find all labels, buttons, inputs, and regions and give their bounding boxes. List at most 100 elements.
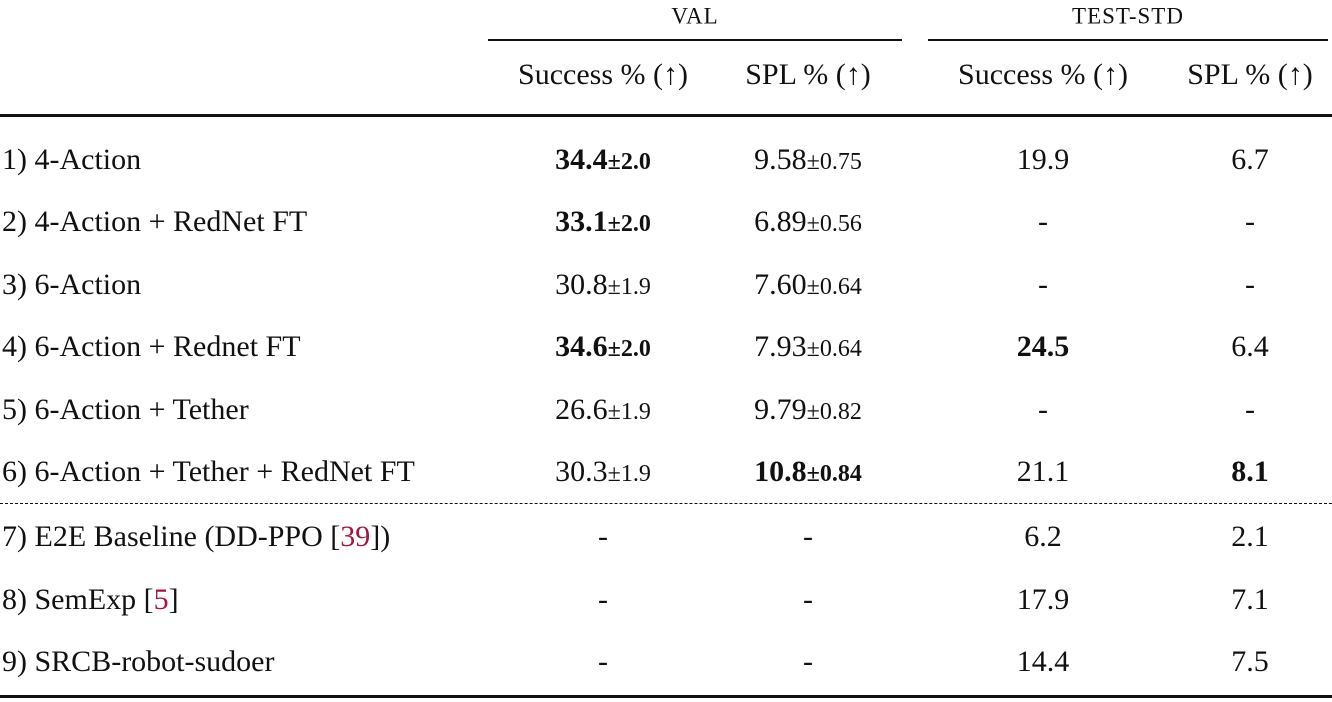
cell-value: - (803, 520, 813, 553)
cell: - (1245, 270, 1255, 300)
cell-value: 30.3 (555, 455, 608, 488)
cell-error: ±1.9 (607, 274, 651, 300)
top-rule (0, 114, 1332, 117)
cell-value: 8.1 (1231, 455, 1269, 488)
cell-value: 2.1 (1231, 520, 1269, 553)
label-text: 3) 6-Action (2, 268, 142, 301)
cell-value: 19.9 (1016, 143, 1070, 176)
cell-value: 34.6 (555, 330, 608, 363)
cell-value: - (1245, 268, 1255, 301)
cell: - (803, 647, 813, 677)
label-text: 5) 6-Action + Tether (2, 393, 249, 426)
cell: - (803, 585, 813, 615)
row-label: 5) 6-Action + Tether (2, 395, 249, 425)
cell-value: 6.2 (1024, 520, 1062, 553)
cell-error: ±2.0 (607, 149, 651, 175)
cell-value: 33.1 (555, 205, 608, 238)
cell-value: 10.8 (754, 455, 807, 488)
cell-value: - (598, 645, 608, 678)
row-label: 6) 6-Action + Tether + RedNet FT (2, 457, 415, 487)
row-label: 1) 4-Action (2, 145, 141, 175)
cell: - (803, 522, 813, 552)
cell-value: 6.7 (1231, 143, 1269, 176)
cell-error: ±2.0 (607, 336, 651, 362)
row-label: 8) SemExp [5] (2, 585, 179, 615)
label-text: 6) 6-Action + Tether + RedNet FT (2, 455, 415, 488)
cell: - (1245, 207, 1255, 237)
cell-error: ±1.9 (607, 399, 651, 425)
cell: 33.1±2.0 (555, 207, 651, 237)
label-text: 9) SRCB-robot-sudoer (2, 645, 275, 678)
cell-error: ±1.9 (607, 461, 651, 487)
cell: - (1038, 395, 1048, 425)
cell: 8.1 (1231, 457, 1269, 487)
cell-error: ±0.64 (806, 274, 862, 300)
cell-value: 14.4 (1016, 645, 1070, 678)
label-text: ] (168, 583, 179, 616)
cell-value: 34.4 (555, 143, 608, 176)
cell-value: - (1245, 205, 1255, 238)
label-text: ]) (370, 520, 391, 553)
cell: 24.5 (1017, 332, 1070, 362)
cell-error: ±0.82 (806, 399, 862, 425)
column-header: SPL % (↑) (745, 58, 871, 91)
cell-value: - (598, 520, 608, 553)
cell: 7.1 (1231, 585, 1269, 615)
citation: 5 (153, 583, 169, 616)
cell-error: ±0.56 (806, 211, 862, 237)
cell: - (1038, 270, 1048, 300)
cell: 6.7 (1231, 145, 1269, 175)
cell-value: 7.93 (754, 330, 807, 363)
cell: 7.60±0.64 (754, 270, 862, 300)
cell-value: 26.6 (555, 393, 608, 426)
cell-value: 7.5 (1231, 645, 1269, 678)
row-label: 9) SRCB-robot-sudoer (2, 647, 275, 677)
cell: 30.8±1.9 (555, 270, 651, 300)
cell: 7.5 (1231, 647, 1269, 677)
row-label: 7) E2E Baseline (DD-PPO [39]) (2, 522, 390, 552)
label-text: 7) E2E Baseline (DD-PPO [ (2, 520, 341, 553)
row-label: 3) 6-Action (2, 270, 141, 300)
cell: - (1038, 207, 1048, 237)
cell-value: - (803, 583, 813, 616)
cell-value: - (1245, 393, 1255, 426)
cell-value: 21.1 (1016, 455, 1070, 488)
cell: 34.4±2.0 (555, 145, 651, 175)
cell: 9.79±0.82 (754, 395, 862, 425)
cell-value: 24.5 (1016, 330, 1070, 363)
cell: - (598, 522, 608, 552)
label-text: 4) 6-Action + Rednet FT (2, 330, 301, 363)
cell-error: ±2.0 (607, 211, 651, 237)
cell: 34.6±2.0 (555, 332, 651, 362)
cell: - (598, 647, 608, 677)
cell: 7.93±0.64 (754, 332, 862, 362)
cell-value: 30.8 (555, 268, 608, 301)
cell: 30.3±1.9 (555, 457, 651, 487)
cell: 6.2 (1024, 522, 1062, 552)
label-text: 8) SemExp [ (2, 583, 154, 616)
cell: 6.4 (1231, 332, 1269, 362)
cell: 19.9 (1017, 145, 1070, 175)
cell: 6.89±0.56 (754, 207, 862, 237)
group-header: VAL (671, 3, 719, 29)
column-header: SPL % (↑) (1187, 58, 1313, 91)
cell: 17.9 (1017, 585, 1070, 615)
cell-value: 17.9 (1016, 583, 1070, 616)
label-text: 2) 4-Action + RedNet FT (2, 205, 308, 238)
separator (0, 503, 1332, 504)
cell: 2.1 (1231, 522, 1269, 552)
column-header: Success % (↑) (958, 58, 1128, 91)
cell: 9.58±0.75 (754, 145, 862, 175)
row-label: 4) 6-Action + Rednet FT (2, 332, 301, 362)
bottom-rule (0, 695, 1332, 698)
citation: 39 (340, 520, 371, 553)
cell: - (1245, 395, 1255, 425)
label-text: 1) 4-Action (2, 143, 142, 176)
cell-value: - (803, 645, 813, 678)
cell-value: - (1038, 205, 1048, 238)
column-header: Success % (↑) (518, 58, 688, 91)
group-rule (488, 39, 902, 41)
cell-value: 6.89 (754, 205, 807, 238)
cell: 26.6±1.9 (555, 395, 651, 425)
